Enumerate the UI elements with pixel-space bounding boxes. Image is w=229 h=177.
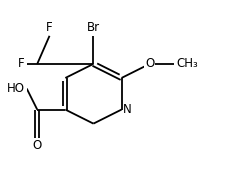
- Text: F: F: [46, 21, 53, 34]
- Text: CH₃: CH₃: [176, 57, 198, 70]
- Text: Br: Br: [87, 21, 100, 34]
- Text: O: O: [145, 57, 154, 70]
- Text: N: N: [123, 103, 132, 116]
- Text: F: F: [18, 57, 25, 70]
- Text: HO: HO: [7, 82, 25, 95]
- Text: O: O: [33, 139, 42, 152]
